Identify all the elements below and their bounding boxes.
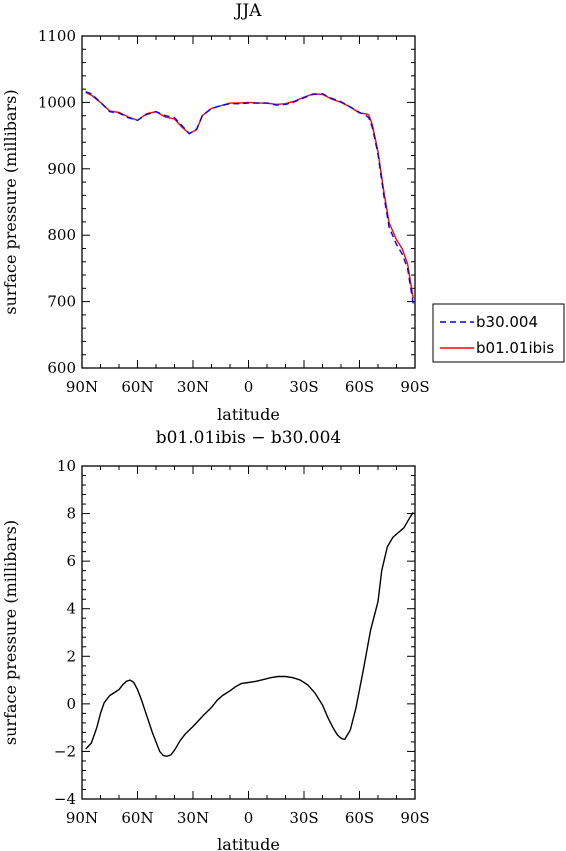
- legend-box: [432, 303, 565, 363]
- series-line-b01-01ibis: [85, 91, 414, 299]
- y-tick-label: 0: [66, 695, 76, 713]
- y-tick-label: 600: [47, 359, 76, 377]
- bottom-chart-panel: b01.01ibis − b30.004 latitude surface pres…: [1, 428, 430, 851]
- y-axis-label: surface pressure (millibars): [1, 89, 20, 314]
- y-tick-label: −4: [54, 790, 76, 808]
- chart-title: b01.01ibis − b30.004: [156, 428, 341, 448]
- y-tick-label: 1000: [38, 93, 76, 111]
- y-axis-label: surface pressure (millibars): [1, 520, 20, 745]
- x-tick-label: 30N: [177, 378, 209, 396]
- legend: b30.004 b01.01ibis: [432, 303, 565, 363]
- y-tick-label: 900: [47, 160, 76, 178]
- x-axis-label: latitude: [217, 405, 280, 424]
- legend-label: b30.004: [476, 313, 538, 331]
- x-tick-label: 90S: [400, 809, 429, 827]
- x-tick-label: 0: [244, 378, 254, 396]
- x-tick-label: 30S: [289, 378, 318, 396]
- x-tick-label: 90N: [66, 809, 98, 827]
- legend-label: b01.01ibis: [476, 339, 554, 357]
- plot-frame: [81, 35, 416, 369]
- y-tick-label: 800: [47, 226, 76, 244]
- y-tick-label: 10: [57, 457, 76, 475]
- y-tick-label: 1100: [38, 27, 76, 45]
- x-tick-label: 90N: [66, 378, 98, 396]
- y-tick-label: 2: [66, 647, 76, 665]
- y-tick-label: 6: [66, 552, 76, 570]
- x-tick-label: 60N: [121, 809, 153, 827]
- difference-line: [85, 512, 414, 757]
- x-tick-label: 30S: [289, 809, 318, 827]
- chart-title: JJA: [234, 1, 263, 21]
- plot-frame: [81, 465, 416, 800]
- top-chart-panel: JJA latitude surface pressure (millibars) 9…: [1, 1, 430, 424]
- y-tick-label: 4: [66, 600, 76, 618]
- x-axis-label: latitude: [217, 835, 280, 851]
- x-tick-label: 0: [244, 809, 254, 827]
- series-line-b30-004: [85, 91, 414, 304]
- x-tick-label: 60S: [345, 809, 374, 827]
- x-tick-label: 30N: [177, 809, 209, 827]
- y-tick-label: 700: [47, 293, 76, 311]
- y-tick-label: −2: [54, 742, 76, 760]
- x-tick-label: 60N: [121, 378, 153, 396]
- x-tick-label: 60S: [345, 378, 374, 396]
- y-tick-label: 8: [66, 505, 76, 523]
- x-tick-label: 90S: [400, 378, 429, 396]
